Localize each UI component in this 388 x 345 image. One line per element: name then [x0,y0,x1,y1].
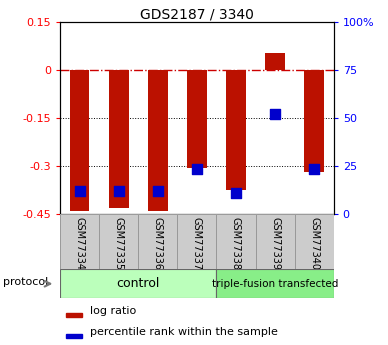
Bar [187,70,207,168]
FancyBboxPatch shape [99,214,138,269]
FancyBboxPatch shape [217,214,256,269]
Text: triple-fusion transfected: triple-fusion transfected [212,279,338,289]
FancyBboxPatch shape [294,214,334,269]
Point [76,188,83,194]
Text: GSM77340: GSM77340 [309,217,319,270]
Text: GSM77334: GSM77334 [74,217,85,270]
Bar [304,70,324,172]
Text: log ratio: log ratio [90,306,137,316]
Point [272,111,278,117]
FancyBboxPatch shape [256,214,294,269]
Bar [109,70,128,207]
Text: percentile rank within the sample: percentile rank within the sample [90,327,278,337]
FancyBboxPatch shape [60,269,217,298]
FancyBboxPatch shape [60,214,99,269]
Bar [265,53,285,70]
FancyBboxPatch shape [138,214,177,269]
Title: GDS2187 / 3340: GDS2187 / 3340 [140,7,254,21]
Point [233,190,239,196]
Point [116,188,122,194]
Text: protocol: protocol [3,277,48,287]
FancyBboxPatch shape [217,269,334,298]
Text: control: control [117,277,160,290]
Bar [66,334,82,338]
Bar [66,313,82,317]
Text: GSM77338: GSM77338 [231,217,241,270]
Bar [70,70,90,211]
Bar [148,70,168,211]
Text: GSM77336: GSM77336 [153,217,163,270]
Point [155,188,161,194]
FancyBboxPatch shape [177,214,217,269]
Point [311,166,317,172]
Text: GSM77335: GSM77335 [114,217,124,270]
Bar [226,70,246,190]
Text: GSM77339: GSM77339 [270,217,280,270]
Point [194,166,200,172]
Text: GSM77337: GSM77337 [192,217,202,270]
